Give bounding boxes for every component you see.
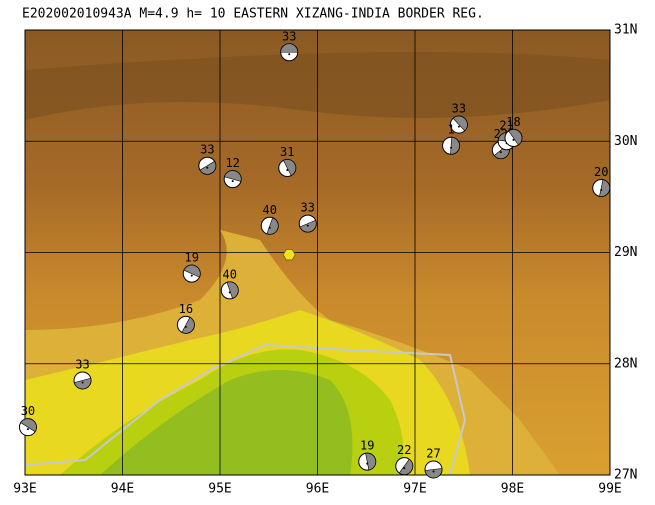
depth-label: 40 (223, 267, 237, 281)
lat-tick-label: 28N (614, 356, 637, 371)
beachball-axis (268, 226, 271, 229)
focal-mechanism (395, 457, 414, 476)
lon-tick-label: 98E (501, 482, 524, 497)
lat-tick-label: 27N (614, 468, 637, 483)
focal-mechanism (449, 115, 468, 134)
beachball-compression (508, 129, 523, 146)
focal-mechanism (278, 158, 297, 177)
map-title: E202002010943A M=4.9 h= 10 EASTERN XIZAN… (22, 7, 484, 22)
beachball-compression (450, 136, 460, 155)
beachball-compression (183, 264, 201, 278)
depth-label: 40 (262, 203, 276, 217)
beachball-axis (288, 53, 291, 56)
focal-mechanism (176, 315, 195, 334)
depth-label: 27 (426, 446, 440, 460)
epicenter (282, 249, 296, 261)
beachball-axis (457, 125, 460, 128)
focal-mechanism (73, 371, 92, 390)
beachball-axis (228, 291, 231, 294)
beachball-compression (283, 159, 297, 176)
lon-tick-label: 97E (403, 482, 426, 497)
beachball-compression (73, 377, 92, 390)
lon-tick-label: 99E (598, 482, 621, 497)
lon-tick-label: 95E (208, 482, 231, 497)
beachball-axis (306, 224, 309, 227)
focal-mechanism (280, 43, 299, 62)
beachball-compression (224, 170, 242, 182)
beachball-axis (81, 381, 84, 384)
focal-mechanism (592, 178, 611, 197)
beachball-compression (266, 217, 279, 235)
beachball-axis (432, 470, 435, 473)
depth-label: 18 (506, 115, 520, 129)
focal-mechanism (223, 170, 242, 189)
beachball-compression (424, 468, 443, 479)
depth-label: 21 (499, 118, 513, 132)
depth-label: 33 (301, 201, 315, 215)
beachball-axis (231, 180, 234, 183)
beachball-axis (286, 168, 289, 171)
focal-mechanism (18, 418, 37, 437)
depth-label: 16 (179, 302, 193, 316)
beachball-axis (499, 151, 502, 154)
beachball-axis (206, 166, 209, 169)
beachball-compression (398, 458, 414, 475)
focal-mechanism (504, 128, 523, 147)
depth-label: 19 (184, 251, 198, 265)
focal-mechanism (424, 460, 443, 479)
lat-tick-label: 31N (614, 23, 637, 38)
lon-tick-label: 94E (111, 482, 134, 497)
beachball-compression (226, 281, 239, 299)
beachball-compression (280, 43, 299, 53)
depth-label: 33 (282, 29, 296, 43)
beachball-compression (452, 115, 468, 132)
focal-mechanism (198, 156, 217, 175)
beachball-axis (366, 462, 369, 465)
beachball-axis (512, 138, 515, 141)
beachball-compression (20, 418, 37, 433)
focal-mechanism (442, 136, 461, 155)
beachball-compression (599, 179, 610, 197)
lat-tick-label: 29N (614, 245, 637, 260)
lat-tick-label: 30N (614, 134, 637, 149)
beachball-axis (184, 325, 187, 328)
depth-label: 1 (447, 123, 454, 137)
lon-tick-label: 96E (306, 482, 329, 497)
depth-label: 33 (452, 102, 466, 116)
beachball-axis (26, 428, 29, 431)
focal-mechanism (220, 281, 239, 300)
depth-label: 33 (75, 357, 89, 371)
depth-label: 33 (200, 143, 214, 157)
depth-label: 22 (397, 443, 411, 457)
lon-tick-label: 93E (13, 482, 36, 497)
beachball-axis (403, 467, 406, 470)
depth-label: 30 (21, 404, 35, 418)
depth-label: 31 (280, 145, 294, 159)
focal-mechanism (298, 214, 317, 233)
beachball-axis (190, 274, 193, 277)
focal-mechanism (260, 216, 279, 235)
beachball-axis (450, 146, 453, 149)
beachball-compression (365, 452, 377, 471)
beachball-compression (181, 316, 195, 334)
depth-label: 12 (225, 156, 239, 170)
depth-label: 20 (594, 165, 608, 179)
beachball-axis (600, 188, 603, 191)
focal-mechanism (182, 264, 201, 283)
focal-mechanism (358, 452, 377, 471)
depth-label: 19 (360, 439, 374, 453)
